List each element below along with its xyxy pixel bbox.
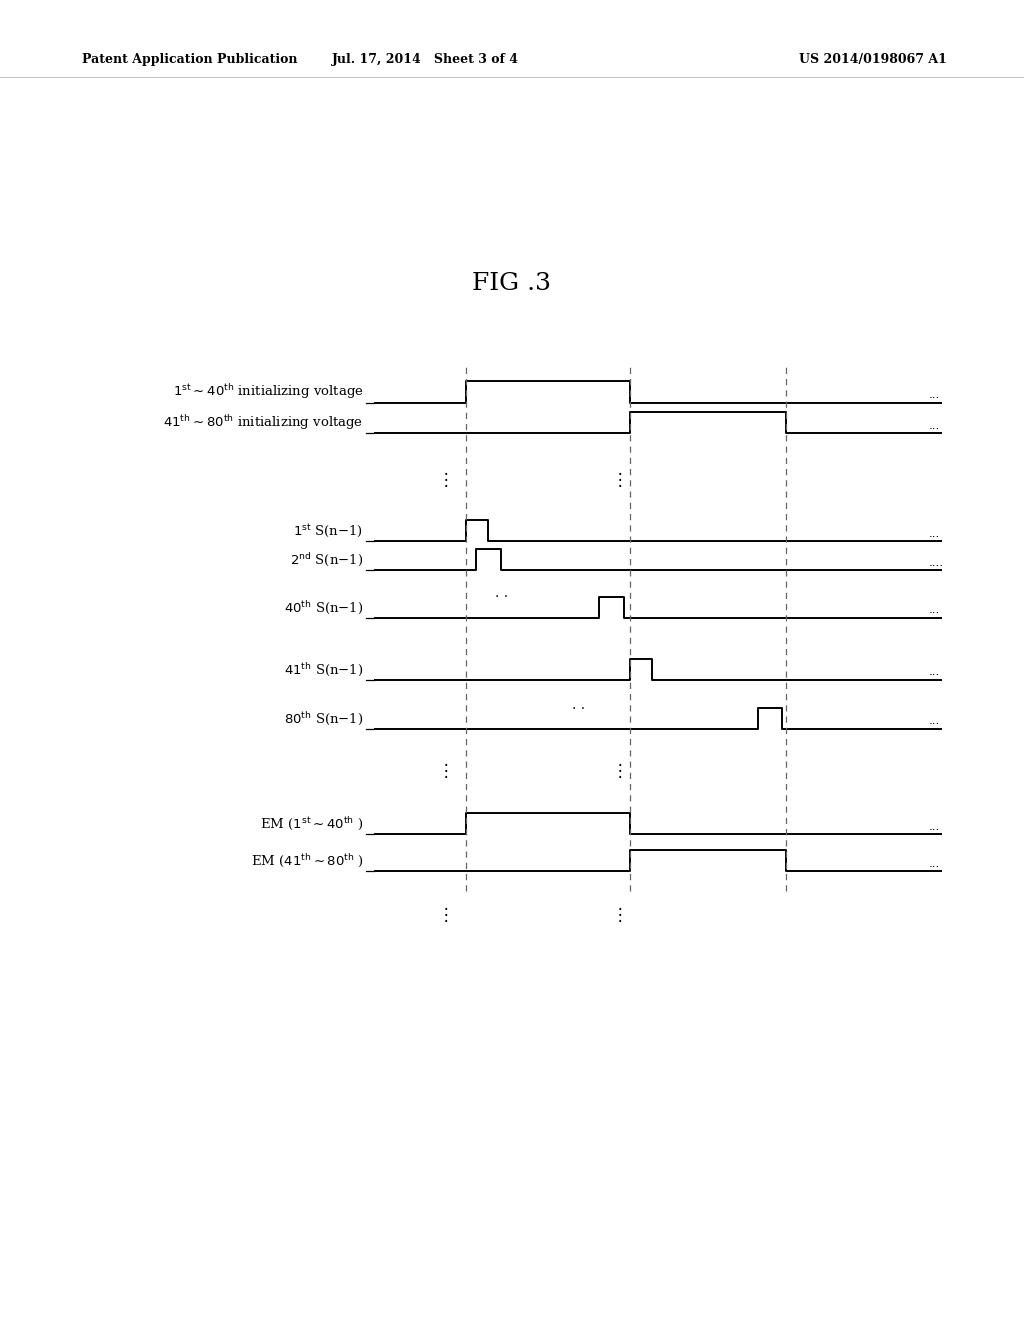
Text: ...: ... xyxy=(929,857,940,870)
Text: US 2014/0198067 A1: US 2014/0198067 A1 xyxy=(799,53,946,66)
Text: . .: . . xyxy=(572,698,585,711)
Text: ⋮: ⋮ xyxy=(611,471,628,490)
Text: EM ($41^{\mathrm{th}}$$\sim$$80^{\mathrm{th}}$ ): EM ($41^{\mathrm{th}}$$\sim$$80^{\mathrm… xyxy=(251,853,364,869)
Text: Jul. 17, 2014   Sheet 3 of 4: Jul. 17, 2014 Sheet 3 of 4 xyxy=(332,53,518,66)
Text: ....: .... xyxy=(929,556,944,569)
Text: EM ($1^{\mathrm{st}}$$\sim$$40^{\mathrm{th}}$ ): EM ($1^{\mathrm{st}}$$\sim$$40^{\mathrm{… xyxy=(260,816,364,832)
Text: ...: ... xyxy=(929,418,940,432)
Text: ...: ... xyxy=(929,388,940,401)
Text: $1^{\mathrm{st}}$ S(n$-$1): $1^{\mathrm{st}}$ S(n$-$1) xyxy=(294,523,364,539)
Text: ⋮: ⋮ xyxy=(611,762,628,780)
Text: ...: ... xyxy=(929,527,940,540)
Text: ...: ... xyxy=(929,665,940,678)
Text: ⋮: ⋮ xyxy=(437,471,454,490)
Text: $41^{\mathrm{th}}$$\sim$$80^{\mathrm{th}}$ initializing voltage: $41^{\mathrm{th}}$$\sim$$80^{\mathrm{th}… xyxy=(164,413,364,432)
Text: ⋮: ⋮ xyxy=(437,906,454,924)
Text: $1^{\mathrm{st}}$$\sim$$40^{\mathrm{th}}$ initializing voltage: $1^{\mathrm{st}}$$\sim$$40^{\mathrm{th}}… xyxy=(173,383,364,401)
Text: ...: ... xyxy=(929,820,940,833)
Text: Patent Application Publication: Patent Application Publication xyxy=(82,53,297,66)
Text: $41^{\mathrm{th}}$ S(n$-$1): $41^{\mathrm{th}}$ S(n$-$1) xyxy=(284,661,364,677)
Text: FIG .3: FIG .3 xyxy=(472,272,552,296)
Text: ⋮: ⋮ xyxy=(611,906,628,924)
Text: $2^{\mathrm{nd}}$ S(n$-$1): $2^{\mathrm{nd}}$ S(n$-$1) xyxy=(290,552,364,568)
Text: . .: . . xyxy=(496,586,508,599)
Text: ...: ... xyxy=(929,714,940,727)
Text: ⋮: ⋮ xyxy=(437,762,454,780)
Text: $80^{\mathrm{th}}$ S(n$-$1): $80^{\mathrm{th}}$ S(n$-$1) xyxy=(284,710,364,726)
Text: $40^{\mathrm{th}}$ S(n$-$1): $40^{\mathrm{th}}$ S(n$-$1) xyxy=(284,599,364,615)
Text: ...: ... xyxy=(929,603,940,616)
